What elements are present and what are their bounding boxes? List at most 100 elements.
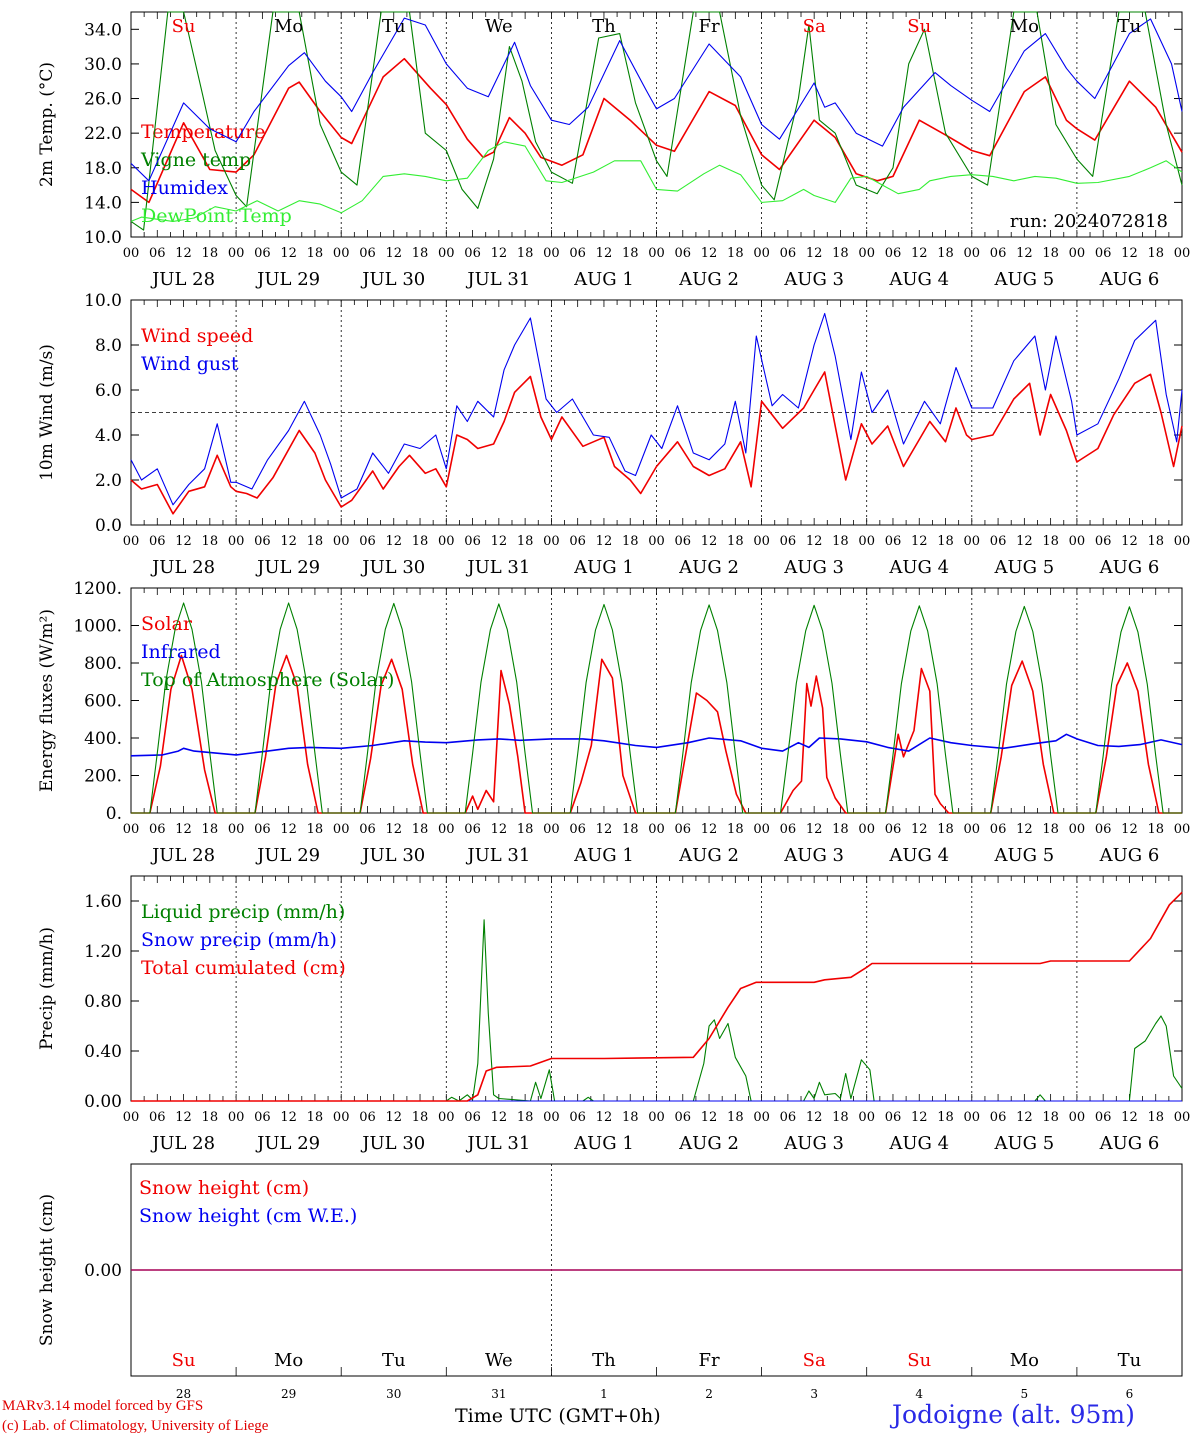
precip-date-label: AUG 5 [993,1133,1054,1154]
temp-day-abbr: Tu [1118,16,1142,37]
wind-hour-label: 12 [1016,534,1033,549]
model-credit-line: MARv3.14 model forced by GFS [2,1398,204,1414]
precip-hour-label: 18 [727,1110,744,1125]
wind-hour-label: 00 [543,534,560,549]
temp-hour-label: 00 [964,246,981,261]
wind-hour-label: 12 [491,534,508,549]
energy-hour-label: 00 [1174,822,1191,837]
precip-hour-label: 12 [175,1110,192,1125]
precip-legend-blue: Snow precip (mm/h) [141,929,337,951]
temp-hour-label: 00 [648,246,665,261]
wind-hour-label: 18 [307,534,324,549]
station-name: Jodoigne (alt. 95m) [892,1400,1135,1429]
precip-hour-label: 00 [543,1110,560,1125]
temp-day-abbr: Su [172,16,196,37]
lab-credit-line: (c) Lab. of Climatology, University of L… [2,1418,269,1434]
precip-y-tick-label: 0.40 [84,1042,122,1062]
snow-day-abbr: Mo [274,1350,303,1371]
energy-hour-label: 06 [780,822,797,837]
precip-date-label: AUG 6 [1099,1133,1160,1154]
temp-hour-label: 00 [1069,246,1086,261]
temp-legend-red: Temperature [141,121,265,143]
precip-date-label: JUL 31 [465,1133,530,1154]
wind-date-label: AUG 5 [993,557,1054,578]
temp-date-label: AUG 1 [573,269,634,290]
energy-date-label: AUG 2 [678,845,739,866]
energy-hour-label: 12 [806,822,823,837]
temp-day-abbr: Tu [382,16,406,37]
precip-hour-label: 06 [675,1110,692,1125]
energy-date-label: JUL 28 [150,845,215,866]
precip-date-label: AUG 1 [573,1133,634,1154]
energy-hour-label: 12 [701,822,718,837]
temp-legend-green: Vigne temp [140,149,251,171]
wind-hour-label: 00 [1069,534,1086,549]
wind-hour-label: 18 [832,534,849,549]
wind-hour-label: 18 [727,534,744,549]
wind-series-red [130,371,1183,515]
energy-series-green [131,602,1182,814]
energy-hour-label: 18 [517,822,534,837]
precip-date-label: JUL 29 [255,1133,320,1154]
precip-date-label: AUG 2 [678,1133,739,1154]
wind-date-label: AUG 1 [573,557,634,578]
precip-hour-label: 12 [806,1110,823,1125]
temp-hour-label: 00 [438,246,455,261]
temp-hour-label: 06 [149,246,166,261]
energy-hour-label: 00 [543,822,560,837]
precip-y-axis-label: Precip (mm/h) [37,927,57,1050]
temp-day-abbr: Th [592,16,616,37]
wind-hour-label: 06 [990,534,1007,549]
temp-hour-label: 00 [858,246,875,261]
precip-y-tick-label: 0.80 [84,992,122,1012]
wind-hour-label: 00 [438,534,455,549]
energy-hour-label: 06 [464,822,481,837]
temp-hour-label: 18 [517,246,534,261]
precip-hour-label: 12 [1016,1110,1033,1125]
precip-y-tick-label: 1.20 [84,942,122,962]
temp-hour-label: 06 [1095,246,1112,261]
temp-y-tick-label: 22.0 [84,124,122,144]
energy-hour-label: 06 [149,822,166,837]
energy-legend-red: Solar [141,613,193,635]
snow-day-abbr: Mo [1010,1350,1039,1371]
temp-day-abbr: Sa [803,16,826,37]
precip-hour-label: 18 [1042,1110,1059,1125]
energy-hour-label: 18 [937,822,954,837]
precip-hour-label: 18 [1147,1110,1164,1125]
precip-hour-label: 12 [1121,1110,1138,1125]
precip-hour-label: 06 [569,1110,586,1125]
temp-hour-label: 12 [1016,246,1033,261]
precip-hour-label: 06 [254,1110,271,1125]
temp-date-label: AUG 6 [1099,269,1160,290]
precip-y-tick-label: 1.60 [84,892,122,912]
snow-day-abbr: Sa [803,1350,826,1371]
wind-hour-label: 12 [806,534,823,549]
temp-hour-label: 06 [780,246,797,261]
precip-date-label: JUL 30 [360,1133,425,1154]
precip-date-label: AUG 4 [888,1133,949,1154]
temp-hour-label: 06 [254,246,271,261]
energy-date-label: JUL 31 [465,845,530,866]
temp-hour-label: 18 [202,246,219,261]
snow-day-number: 29 [281,1387,296,1401]
temp-hour-label: 06 [464,246,481,261]
temp-hour-label: 12 [175,246,192,261]
precip-hour-label: 00 [648,1110,665,1125]
snow-legend-blue: Snow height (cm W.E.) [139,1205,357,1227]
precip-hour-label: 00 [438,1110,455,1125]
precip-hour-label: 18 [517,1110,534,1125]
precip-hour-label: 12 [385,1110,402,1125]
snow-day-abbr: We [485,1350,513,1371]
wind-legend-red: Wind speed [141,325,253,347]
energy-legend-blue: Infrared [141,641,221,663]
temp-hour-label: 18 [1147,246,1164,261]
temp-series-red [130,57,1183,204]
wind-hour-label: 18 [517,534,534,549]
precip-hour-label: 18 [412,1110,429,1125]
wind-y-tick-label: 8.0 [95,336,122,356]
temp-hour-label: 00 [228,246,245,261]
wind-hour-label: 12 [1121,534,1138,549]
energy-date-label: JUL 29 [255,845,320,866]
precip-hour-label: 06 [149,1110,166,1125]
